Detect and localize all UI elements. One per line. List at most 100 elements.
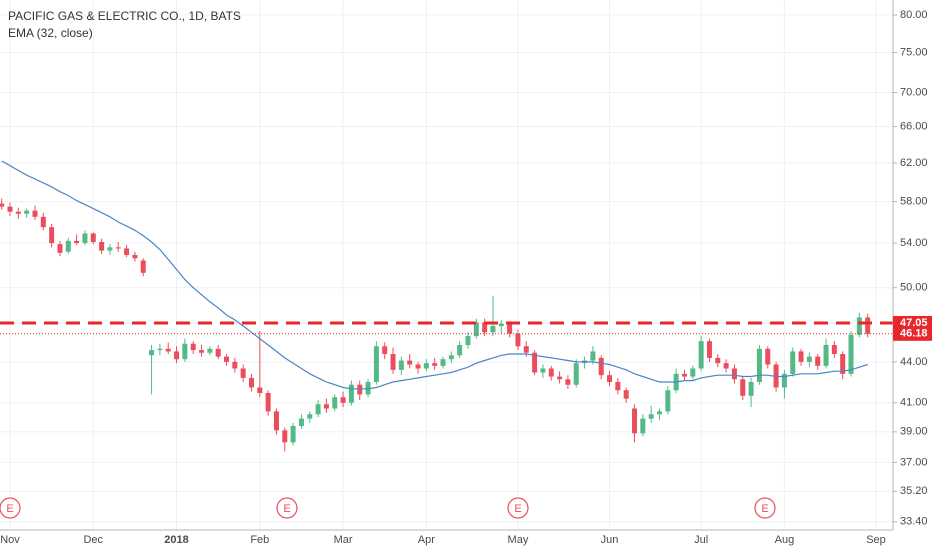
candle-body [598,357,604,376]
candle-body [515,333,521,347]
candle-body [199,350,205,353]
candle-body [240,368,246,378]
candle-body [565,379,571,385]
candle-body [731,368,737,380]
candle-body [224,356,229,362]
candle-body [706,341,712,358]
candle-body [390,354,396,370]
y-tick-label: 41.00 [900,397,928,409]
candle-body [740,379,746,396]
earnings-marker [507,497,529,519]
candle-body [207,348,213,353]
candle-body [332,397,338,409]
candle-body [523,346,529,353]
candle-body [690,368,696,377]
x-tick-label: Sep [866,534,886,546]
candle-body [607,375,613,382]
candle-body [532,352,538,373]
candle-body [648,414,654,419]
earnings-marker [0,497,21,519]
candle-body [482,322,488,333]
earnings-marker [754,497,776,519]
candle-body [790,351,796,374]
candle-body [548,368,554,377]
candle-body [723,363,729,369]
candle-body [315,404,321,415]
candle-body [615,381,621,391]
x-tick-label: Dec [83,534,103,546]
candle-body [165,348,171,352]
candle-body [415,364,421,369]
x-tick-label: Jul [694,534,708,546]
ema-line [1,160,868,390]
candle-body [15,211,21,214]
candle-body [632,408,638,434]
chart-title: PACIFIC GAS & ELECTRIC CO., 1D, BATS [8,9,241,23]
candle-body [865,317,871,334]
x-tick-label: Nov [0,534,20,546]
candle-body [806,356,812,362]
y-tick-label: 37.00 [900,456,928,468]
candle-body [823,344,829,366]
candle-body [407,360,413,365]
candle-body [149,350,155,356]
candle-body [440,359,446,366]
candle-body [856,317,862,335]
candle-body [90,233,96,242]
earnings-marker-label: E [6,503,13,515]
candle-body [698,341,704,369]
candle-body [40,216,46,228]
candle-body [273,411,279,431]
candle-body [132,254,138,259]
candle-body [124,248,130,255]
candle-body [140,260,146,273]
time-axis-panel [0,530,932,550]
candle-body [623,390,629,399]
candle-body [248,377,254,388]
candle-body [557,376,563,380]
price-label: 47.05 [900,317,928,329]
candle-body [282,430,288,443]
price-axis-panel [893,0,932,550]
candle-body [65,240,71,252]
candle-body [507,323,513,334]
y-tick-label: 35.20 [900,485,928,497]
candle-body [473,322,479,337]
x-tick-label: Apr [418,534,435,546]
candle-body [590,351,596,361]
x-tick-label: Aug [775,534,795,546]
candle-body [99,241,105,251]
candle-body [107,247,113,251]
candle-body [190,343,196,351]
candle-body [490,326,496,333]
candle-body [448,355,454,360]
x-tick-label: May [508,534,529,546]
candle-body [748,381,754,396]
candle-body [57,244,63,253]
y-tick-label: 39.00 [900,426,928,438]
candle-body [307,414,313,419]
candle-body [432,363,438,366]
y-tick-label: 62.00 [900,157,928,169]
candle-body [115,247,121,249]
price-label: 46.18 [900,328,928,340]
candle-body [831,344,837,355]
candle-body [373,346,379,382]
y-tick-label: 54.00 [900,237,928,249]
candle-body [182,343,188,360]
y-tick-label: 66.00 [900,121,928,133]
candle-body [232,361,238,369]
candle-body [74,240,80,244]
candle-body [681,373,687,377]
price-label-box [893,326,932,341]
y-tick-label: 80.00 [900,9,928,21]
candle-body [423,363,429,369]
candle-body [398,360,404,370]
candle-body [0,203,5,207]
earnings-marker-label: E [514,503,521,515]
candle-body [348,384,354,403]
candle-body [640,418,646,434]
candle-body [756,348,762,382]
candle-body [498,323,504,327]
